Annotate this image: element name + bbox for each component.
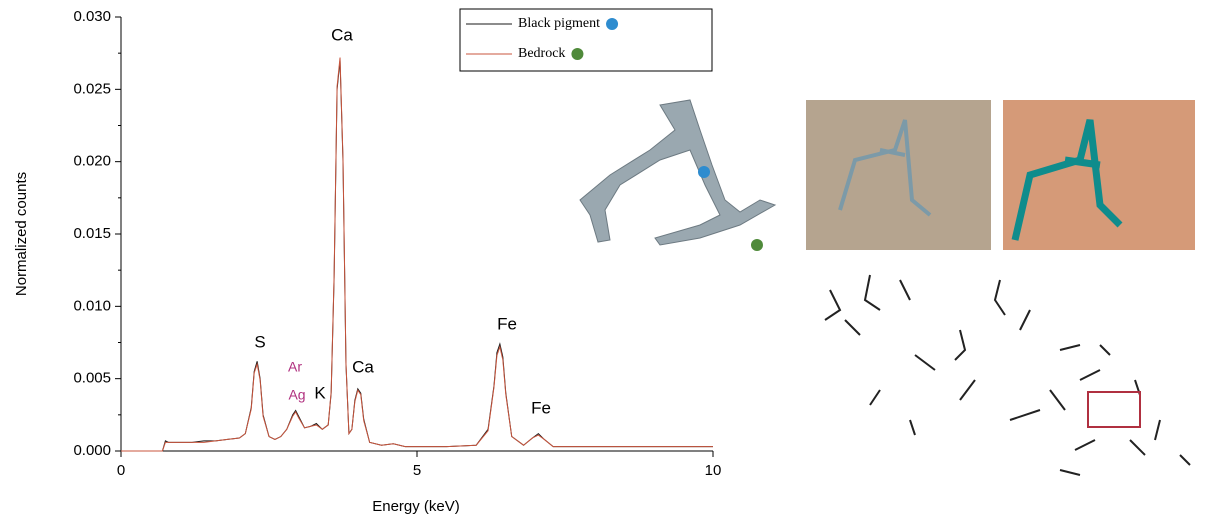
peak-label: Fe <box>497 314 517 333</box>
highlight-box <box>1088 392 1140 427</box>
spectrum-line <box>121 58 713 451</box>
peak-label: Ag <box>288 387 305 403</box>
legend-marker <box>606 18 618 30</box>
pigment-figure-3d <box>580 100 775 245</box>
peak-label: S <box>254 332 265 351</box>
y-tick-label: 0.015 <box>73 225 111 242</box>
legend-label: Black pigment <box>518 16 600 31</box>
y-axis-label: Normalized counts <box>13 172 30 296</box>
x-axis-label: Energy (keV) <box>372 498 460 515</box>
y-tick-label: 0.025 <box>73 80 111 97</box>
peak-label: Fe <box>531 398 551 417</box>
spectrum-line <box>121 60 713 451</box>
y-tick-label: 0.000 <box>73 442 111 459</box>
x-tick-label: 10 <box>705 462 722 479</box>
legend-marker <box>571 48 583 60</box>
y-tick-label: 0.030 <box>73 8 111 25</box>
petroglyph-tracing <box>825 275 1190 475</box>
y-tick-label: 0.020 <box>73 153 111 170</box>
y-tick-label: 0.010 <box>73 297 111 314</box>
peak-label: Ar <box>288 359 302 375</box>
rock-photo <box>806 100 991 250</box>
bedrock-point <box>751 239 763 251</box>
peak-label: K <box>314 383 326 402</box>
peak-label: Ca <box>352 357 374 376</box>
y-tick-label: 0.005 <box>73 370 111 387</box>
peak-label: Ca <box>331 25 353 44</box>
figure: Energy (keV) Normalized counts 0.000 0.00… <box>0 0 1210 521</box>
pigment-point <box>698 166 710 178</box>
legend-label: Bedrock <box>518 46 565 61</box>
x-tick-label: 5 <box>413 462 421 479</box>
x-tick-label: 0 <box>117 462 125 479</box>
